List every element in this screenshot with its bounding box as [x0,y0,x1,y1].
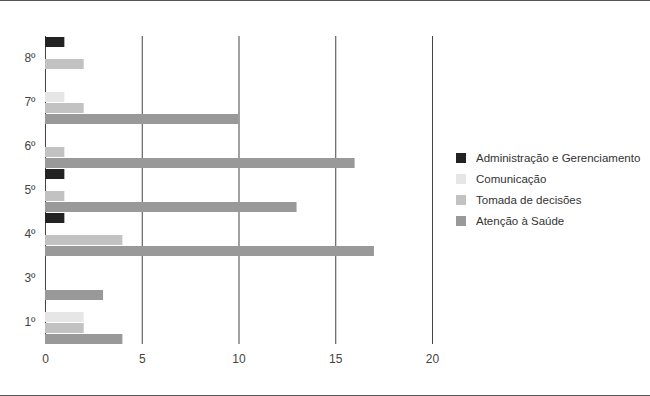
html-text:Atenção à Saúde: Atenção à Saúde [476,214,565,227]
svg-text:1º: 1º [24,315,36,329]
svg-text:0: 0 [42,352,49,366]
svg-text:7º: 7º [24,95,36,109]
svg-text:3º: 3º [24,271,36,285]
svg-text:20: 20 [426,352,440,366]
svg-text:10: 10 [232,352,246,366]
html-text:Administração e Gerenciamento: Administração e Gerenciamento [476,151,641,164]
svg-text:15: 15 [329,352,343,366]
svg-text:4º: 4º [24,227,36,241]
svg-text:5º: 5º [24,183,36,197]
svg-text:6º: 6º [24,139,36,153]
svg-text:8º: 8º [24,51,36,65]
html-text:Comunicação: Comunicação [476,172,547,185]
html-text:Tomada de decisões: Tomada de decisões [476,193,582,206]
svg-text:5: 5 [139,352,146,366]
